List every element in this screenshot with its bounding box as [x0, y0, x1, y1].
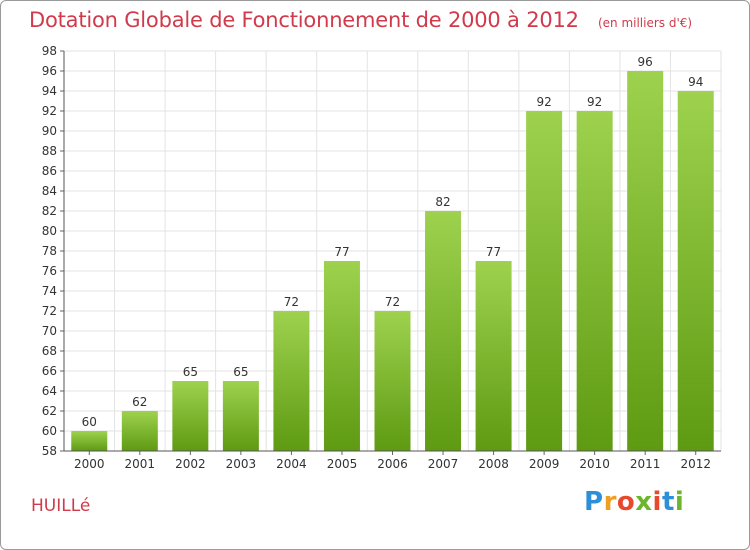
- value-label: 77: [334, 245, 349, 259]
- value-label: 77: [486, 245, 501, 259]
- bar-2003: [222, 381, 259, 451]
- bar-2004: [273, 311, 310, 451]
- value-label: 65: [233, 365, 248, 379]
- y-tick-label: 80: [42, 224, 57, 238]
- x-tick-label: 2000: [74, 457, 105, 471]
- logo-letter: t: [661, 487, 675, 517]
- bar-2006: [374, 311, 411, 451]
- logo-letter: i: [674, 487, 685, 517]
- x-tick-label: 2009: [529, 457, 560, 471]
- x-tick-label: 2004: [276, 457, 307, 471]
- y-tick-label: 84: [42, 184, 57, 198]
- x-tick-label: 2008: [478, 457, 509, 471]
- value-label: 92: [587, 95, 602, 109]
- y-tick-label: 70: [42, 324, 57, 338]
- value-label: 94: [688, 75, 703, 89]
- chart-title: Dotation Globale de Fonctionnement de 20…: [29, 8, 579, 32]
- value-label: 92: [536, 95, 551, 109]
- x-tick-label: 2001: [125, 457, 156, 471]
- logo-letter: r: [603, 487, 617, 517]
- y-tick-label: 90: [42, 124, 57, 138]
- bar-2005: [323, 261, 360, 451]
- bar-2012: [677, 91, 714, 451]
- y-tick-label: 92: [42, 104, 57, 118]
- y-tick-label: 96: [42, 64, 57, 78]
- value-label: 96: [638, 55, 653, 69]
- logo-letter: o: [616, 487, 636, 517]
- value-label: 72: [284, 295, 299, 309]
- bar-2011: [627, 71, 664, 451]
- y-tick-label: 76: [42, 264, 57, 278]
- y-tick-label: 74: [42, 284, 57, 298]
- bar-2002: [172, 381, 209, 451]
- y-tick-label: 88: [42, 144, 57, 158]
- y-tick-label: 94: [42, 84, 57, 98]
- bars: [71, 71, 714, 451]
- x-tick-label: 2006: [377, 457, 408, 471]
- y-tick-label: 64: [42, 384, 57, 398]
- y-tick-label: 86: [42, 164, 57, 178]
- x-tick-label: 2002: [175, 457, 206, 471]
- commune-name: HUILLé: [31, 496, 91, 516]
- x-tick-label: 2012: [680, 457, 711, 471]
- value-label: 65: [183, 365, 198, 379]
- axes: [60, 50, 721, 455]
- bar-2001: [121, 411, 158, 451]
- logo-letter: x: [635, 487, 653, 517]
- logo-letter: i: [652, 487, 662, 517]
- bar-2010: [576, 111, 613, 451]
- y-tick-label: 66: [42, 364, 57, 378]
- y-tick-label: 60: [42, 424, 57, 438]
- labels: 58 60 62 64 66 68 70 72 74 76 78 80 82 84 86 88 90 92 94 96…: [42, 44, 711, 471]
- proxiti-logo: Proxiti: [584, 487, 684, 517]
- y-tick-label: 68: [42, 344, 57, 358]
- value-label: 82: [435, 195, 450, 209]
- y-tick-label: 78: [42, 244, 57, 258]
- logo-letter: P: [584, 487, 604, 517]
- y-tick-label: 98: [42, 44, 57, 58]
- x-tick-label: 2007: [428, 457, 459, 471]
- title-row: Dotation Globale de Fonctionnement de 20…: [29, 8, 692, 32]
- y-tick-label: 82: [42, 204, 57, 218]
- x-tick-label: 2005: [327, 457, 358, 471]
- bar-2000: [71, 431, 108, 451]
- bar-2009: [526, 111, 563, 451]
- value-label: 60: [82, 415, 97, 429]
- bar-2008: [475, 261, 512, 451]
- value-label: 62: [132, 395, 147, 409]
- bar-2007: [425, 211, 462, 451]
- y-tick-label: 62: [42, 404, 57, 418]
- x-tick-label: 2010: [579, 457, 610, 471]
- x-tick-label: 2003: [226, 457, 257, 471]
- value-label: 72: [385, 295, 400, 309]
- unit-note: (en milliers d'€): [597, 16, 693, 30]
- y-tick-label: 72: [42, 304, 57, 318]
- y-tick-label: 58: [42, 444, 57, 458]
- x-tick-label: 2011: [630, 457, 661, 471]
